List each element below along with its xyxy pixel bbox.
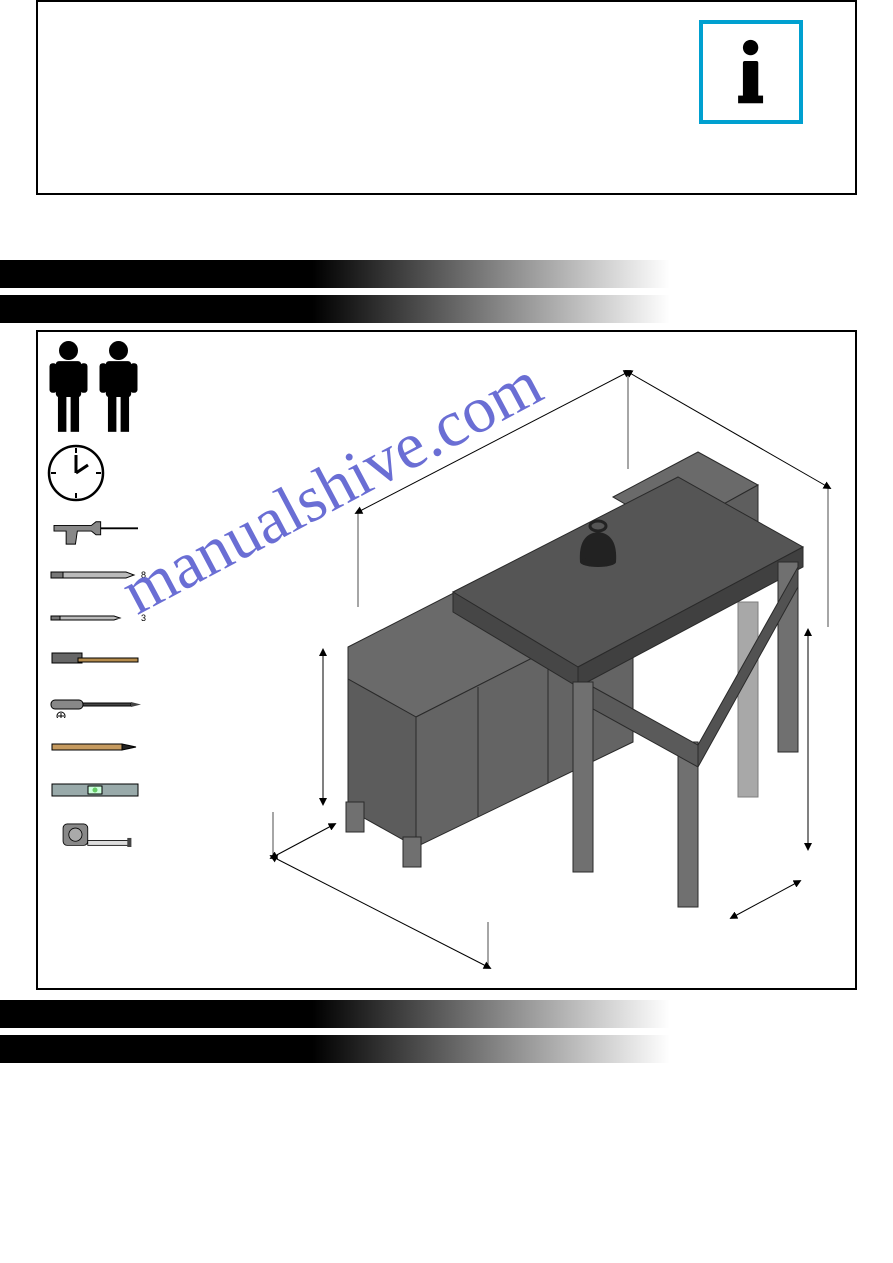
spirit-level-icon [46,776,146,804]
person-icon [96,340,141,435]
time-required-icon [46,443,156,508]
person-icon [46,340,91,435]
people-required [46,340,156,435]
screwdriver-icon [46,690,146,718]
product-isometric-diagram [178,347,848,977]
decorative-gradient-bar [0,1000,893,1028]
drill-bit-large-icon: 8 [46,561,146,589]
decorative-gradient-bar [0,295,893,323]
main-diagram-frame: 8 3 [36,330,857,990]
info-icon [699,20,803,124]
svg-text:3: 3 [141,613,146,623]
drill-icon [46,518,146,546]
svg-text:8: 8 [141,570,146,580]
pencil-icon [46,733,146,761]
decorative-gradient-bar [0,260,893,288]
tape-measure-icon [46,819,146,847]
hammer-icon [46,647,146,675]
decorative-gradient-bar [0,1035,893,1063]
requirements-column: 8 3 [46,340,156,852]
drill-bit-small-icon: 3 [46,604,146,632]
